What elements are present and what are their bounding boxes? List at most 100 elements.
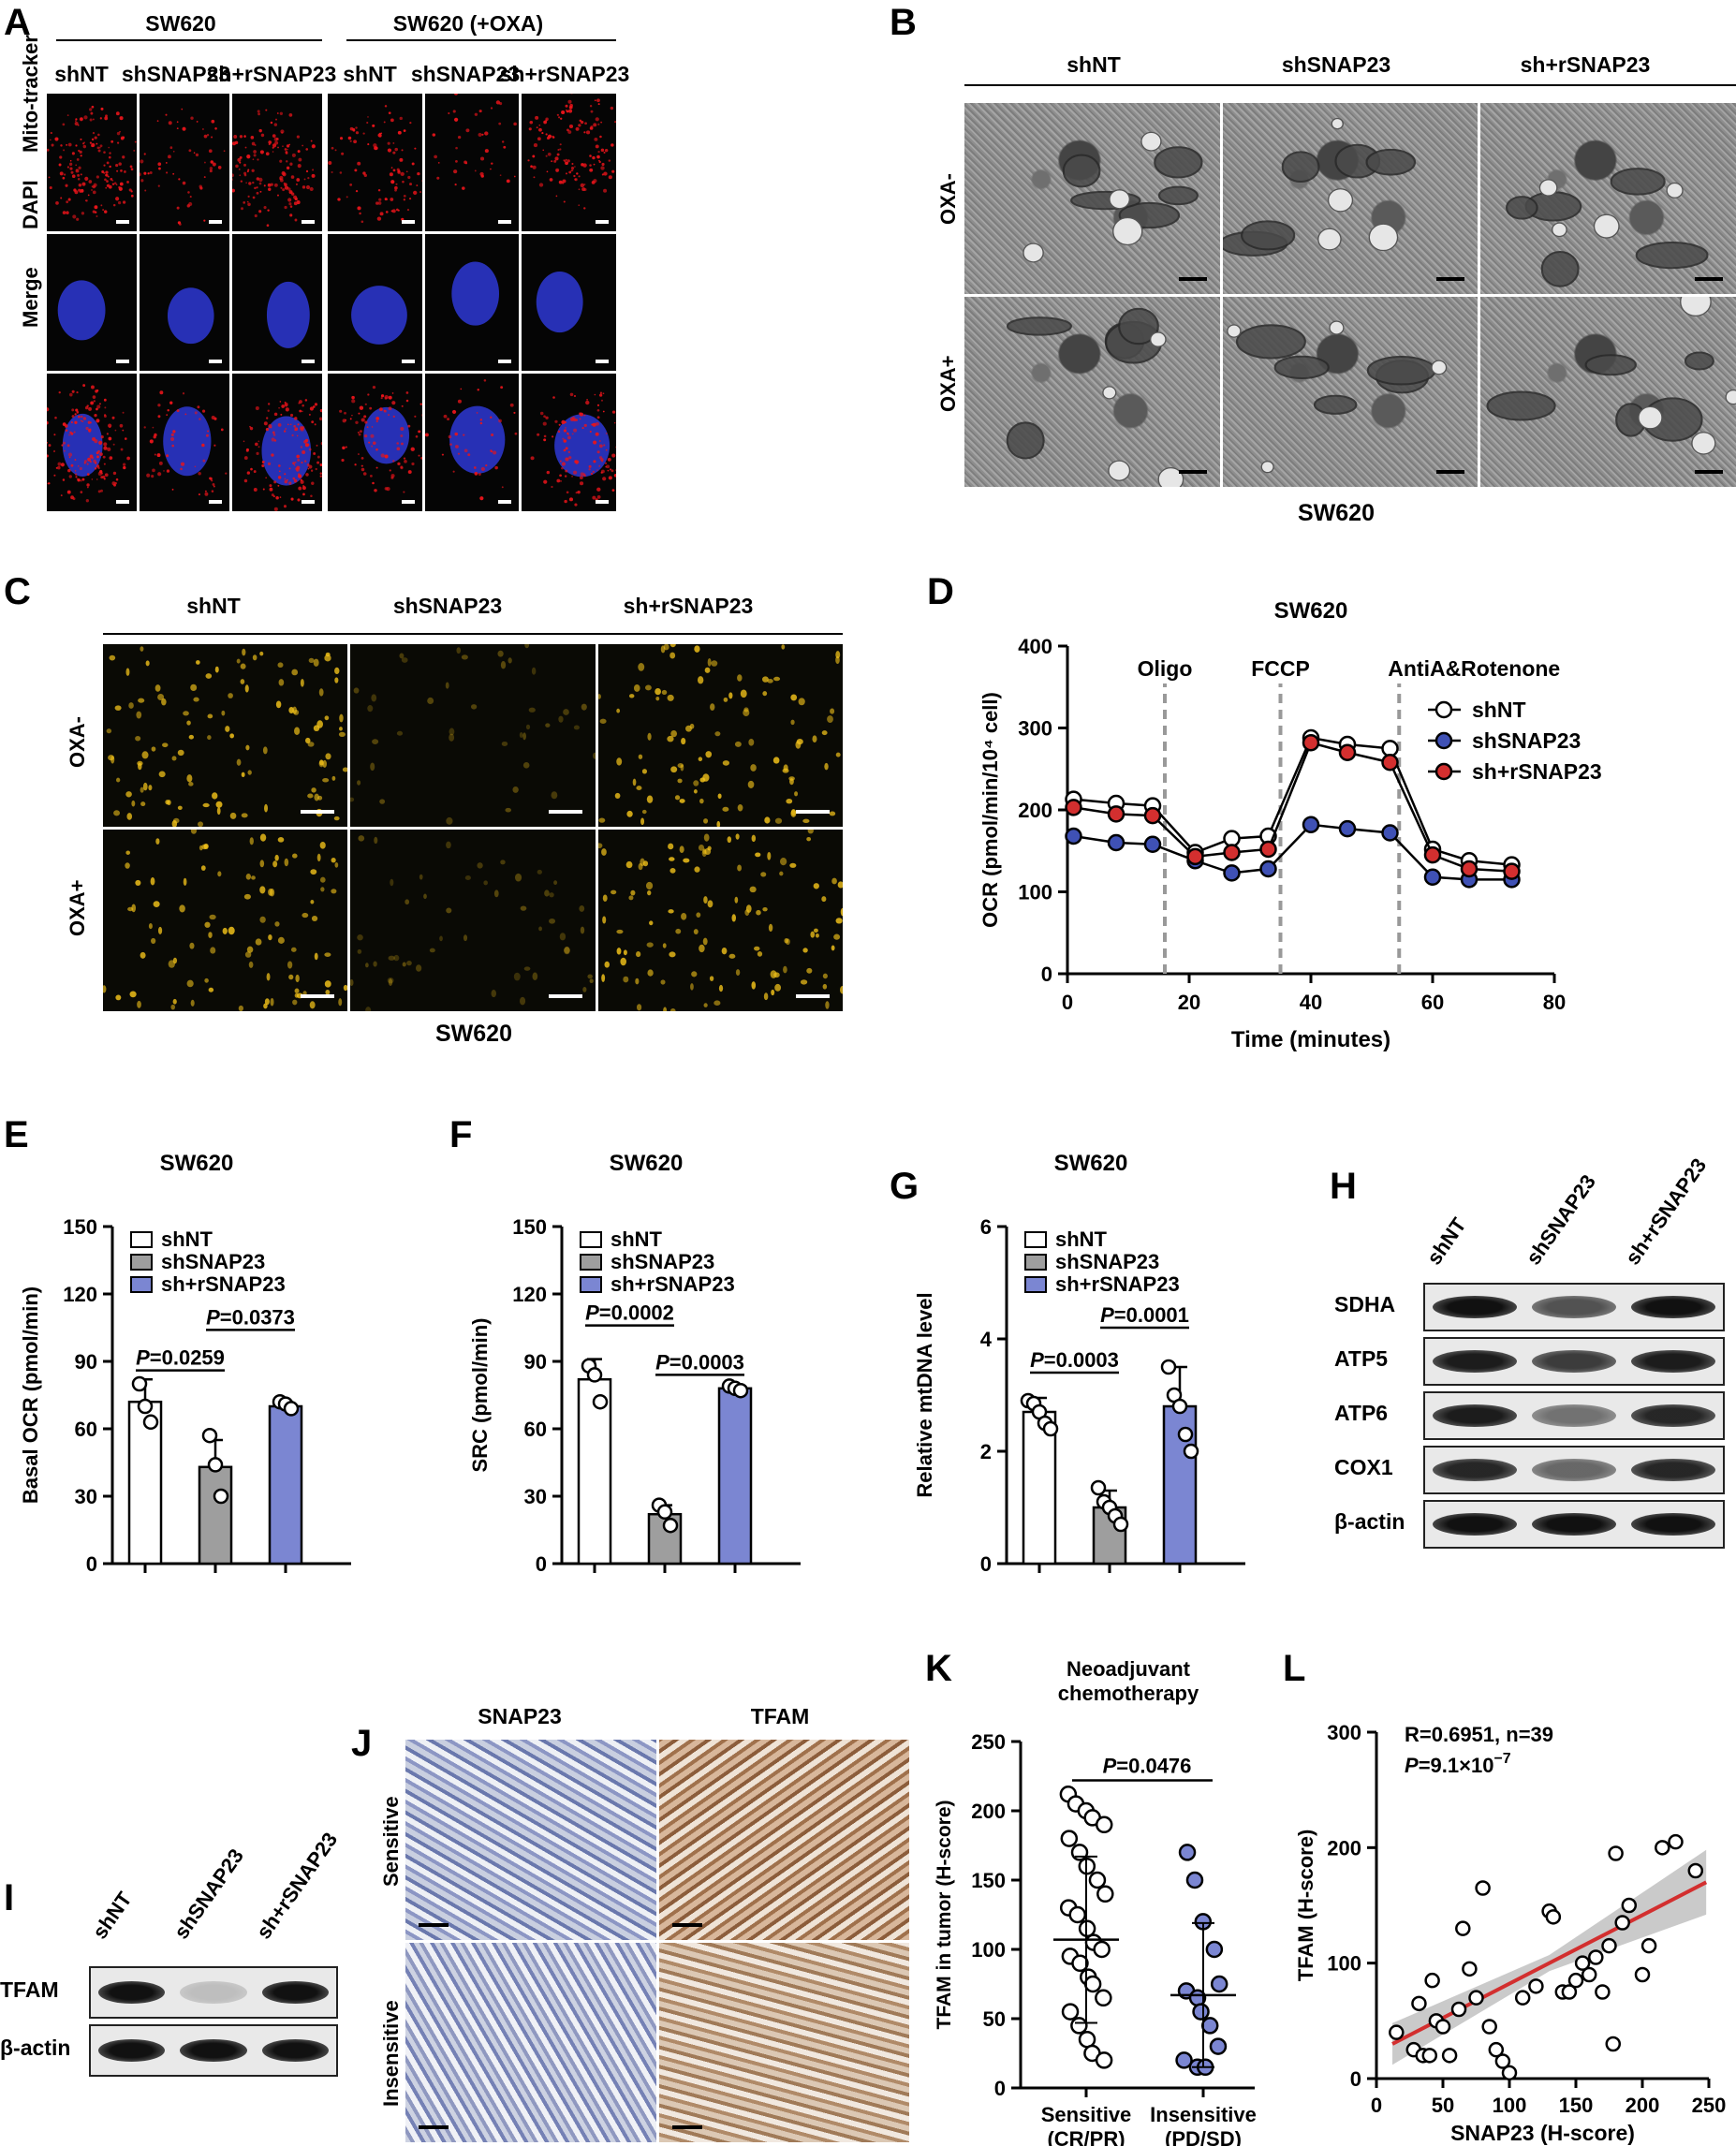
mito-dot <box>473 466 477 470</box>
mito-dot <box>50 139 51 141</box>
mito-dot <box>418 454 420 457</box>
cell-dot <box>259 859 265 867</box>
cell-dot <box>837 880 843 889</box>
c-fluor-art <box>597 829 843 1011</box>
mito-dot <box>258 182 262 185</box>
mito-dot <box>256 186 258 189</box>
b-em-art <box>1506 168 1709 287</box>
cell-dot <box>190 683 198 692</box>
j-col-label: TFAM <box>750 1704 810 1728</box>
cell-dot <box>141 751 149 759</box>
mito-dot <box>116 131 121 136</box>
mitochondrion-shape <box>1157 185 1199 206</box>
l-y-tick-label: 100 <box>1327 1952 1361 1976</box>
cell-dot <box>350 797 355 802</box>
mito-dot <box>81 420 84 423</box>
mito-dot <box>556 153 560 156</box>
mito-dot <box>566 109 568 111</box>
k-y-tick-label: 0 <box>994 2077 1006 2100</box>
mito-dot <box>337 198 341 201</box>
mito-dot <box>581 472 585 477</box>
cell-dot <box>236 658 241 664</box>
protein-band <box>1532 1459 1616 1481</box>
mito-dot <box>551 486 553 489</box>
mito-dot <box>111 417 115 420</box>
cell-dot <box>669 1007 676 1011</box>
mito-dot <box>558 424 562 427</box>
mito-dot <box>255 406 259 411</box>
mito-dot <box>603 171 608 176</box>
cell-dot <box>193 697 199 702</box>
mito-dot <box>394 147 398 152</box>
mito-dot <box>76 217 80 221</box>
nucleus-shape <box>167 287 214 344</box>
mito-dot <box>157 184 160 187</box>
l-data-point <box>1488 2041 1505 2058</box>
cell-dot <box>781 644 785 650</box>
d-injection-label: Oligo <box>1138 656 1193 681</box>
mito-dot <box>122 200 126 204</box>
mito-dot <box>530 456 535 461</box>
cell-dot <box>788 778 794 786</box>
mito-dot <box>106 161 110 165</box>
mito-dot <box>112 472 117 476</box>
mito-dot <box>603 444 606 447</box>
mito-dot <box>454 146 458 150</box>
mito-dot <box>298 402 301 404</box>
cell-dot <box>109 654 116 661</box>
cell-dot <box>179 904 185 913</box>
mito-dot <box>254 213 257 218</box>
mito-dot <box>302 404 304 407</box>
cell-dot <box>228 693 233 698</box>
mito-dot <box>272 134 276 138</box>
cell-dot <box>647 968 654 977</box>
mito-dot <box>355 131 360 135</box>
a-micrograph <box>522 233 616 372</box>
mito-dot <box>384 454 389 459</box>
mito-dot <box>392 142 395 144</box>
cell-dot <box>622 976 628 982</box>
mito-dot <box>99 452 103 457</box>
mito-dot <box>290 497 294 502</box>
mito-dot <box>279 496 282 499</box>
mito-dot <box>62 123 66 126</box>
mito-dot <box>182 126 186 131</box>
mito-dot <box>592 181 596 184</box>
cell-dot <box>520 905 527 911</box>
cell-dot <box>342 767 348 772</box>
l-data-point <box>1528 1978 1544 1994</box>
mito-dot <box>115 478 119 481</box>
mito-dot <box>316 445 318 448</box>
cell-dot <box>172 998 177 1005</box>
mito-dot <box>103 151 106 154</box>
mito-dot <box>246 154 251 159</box>
mito-dot <box>566 447 569 450</box>
cell-dot <box>198 821 204 827</box>
protein-band <box>1433 1459 1517 1481</box>
mito-dot <box>92 118 95 121</box>
cell-dot <box>165 800 170 805</box>
cell-dot <box>822 973 828 978</box>
d-data-point <box>1338 743 1357 761</box>
cell-dot <box>514 972 522 980</box>
cell-dot <box>646 795 653 803</box>
cell-dot <box>689 982 694 991</box>
mito-dot <box>108 155 111 159</box>
mito-dot <box>581 163 585 167</box>
mito-dot <box>232 188 236 193</box>
mito-dot <box>592 495 596 500</box>
mito-dot <box>62 211 66 215</box>
mito-dot <box>184 413 187 416</box>
mito-dot <box>597 123 600 125</box>
mito-dot <box>590 431 593 434</box>
cell-dot <box>311 787 316 793</box>
mito-dot <box>293 479 298 483</box>
mito-dot <box>203 161 206 164</box>
cell-dot <box>214 666 219 673</box>
mito-dot <box>143 171 147 175</box>
mito-dot <box>538 127 543 132</box>
cell-dot <box>399 653 405 659</box>
mito-dot <box>126 181 129 184</box>
k-data-point <box>1178 1844 1197 1861</box>
cell-dot <box>713 999 721 1006</box>
